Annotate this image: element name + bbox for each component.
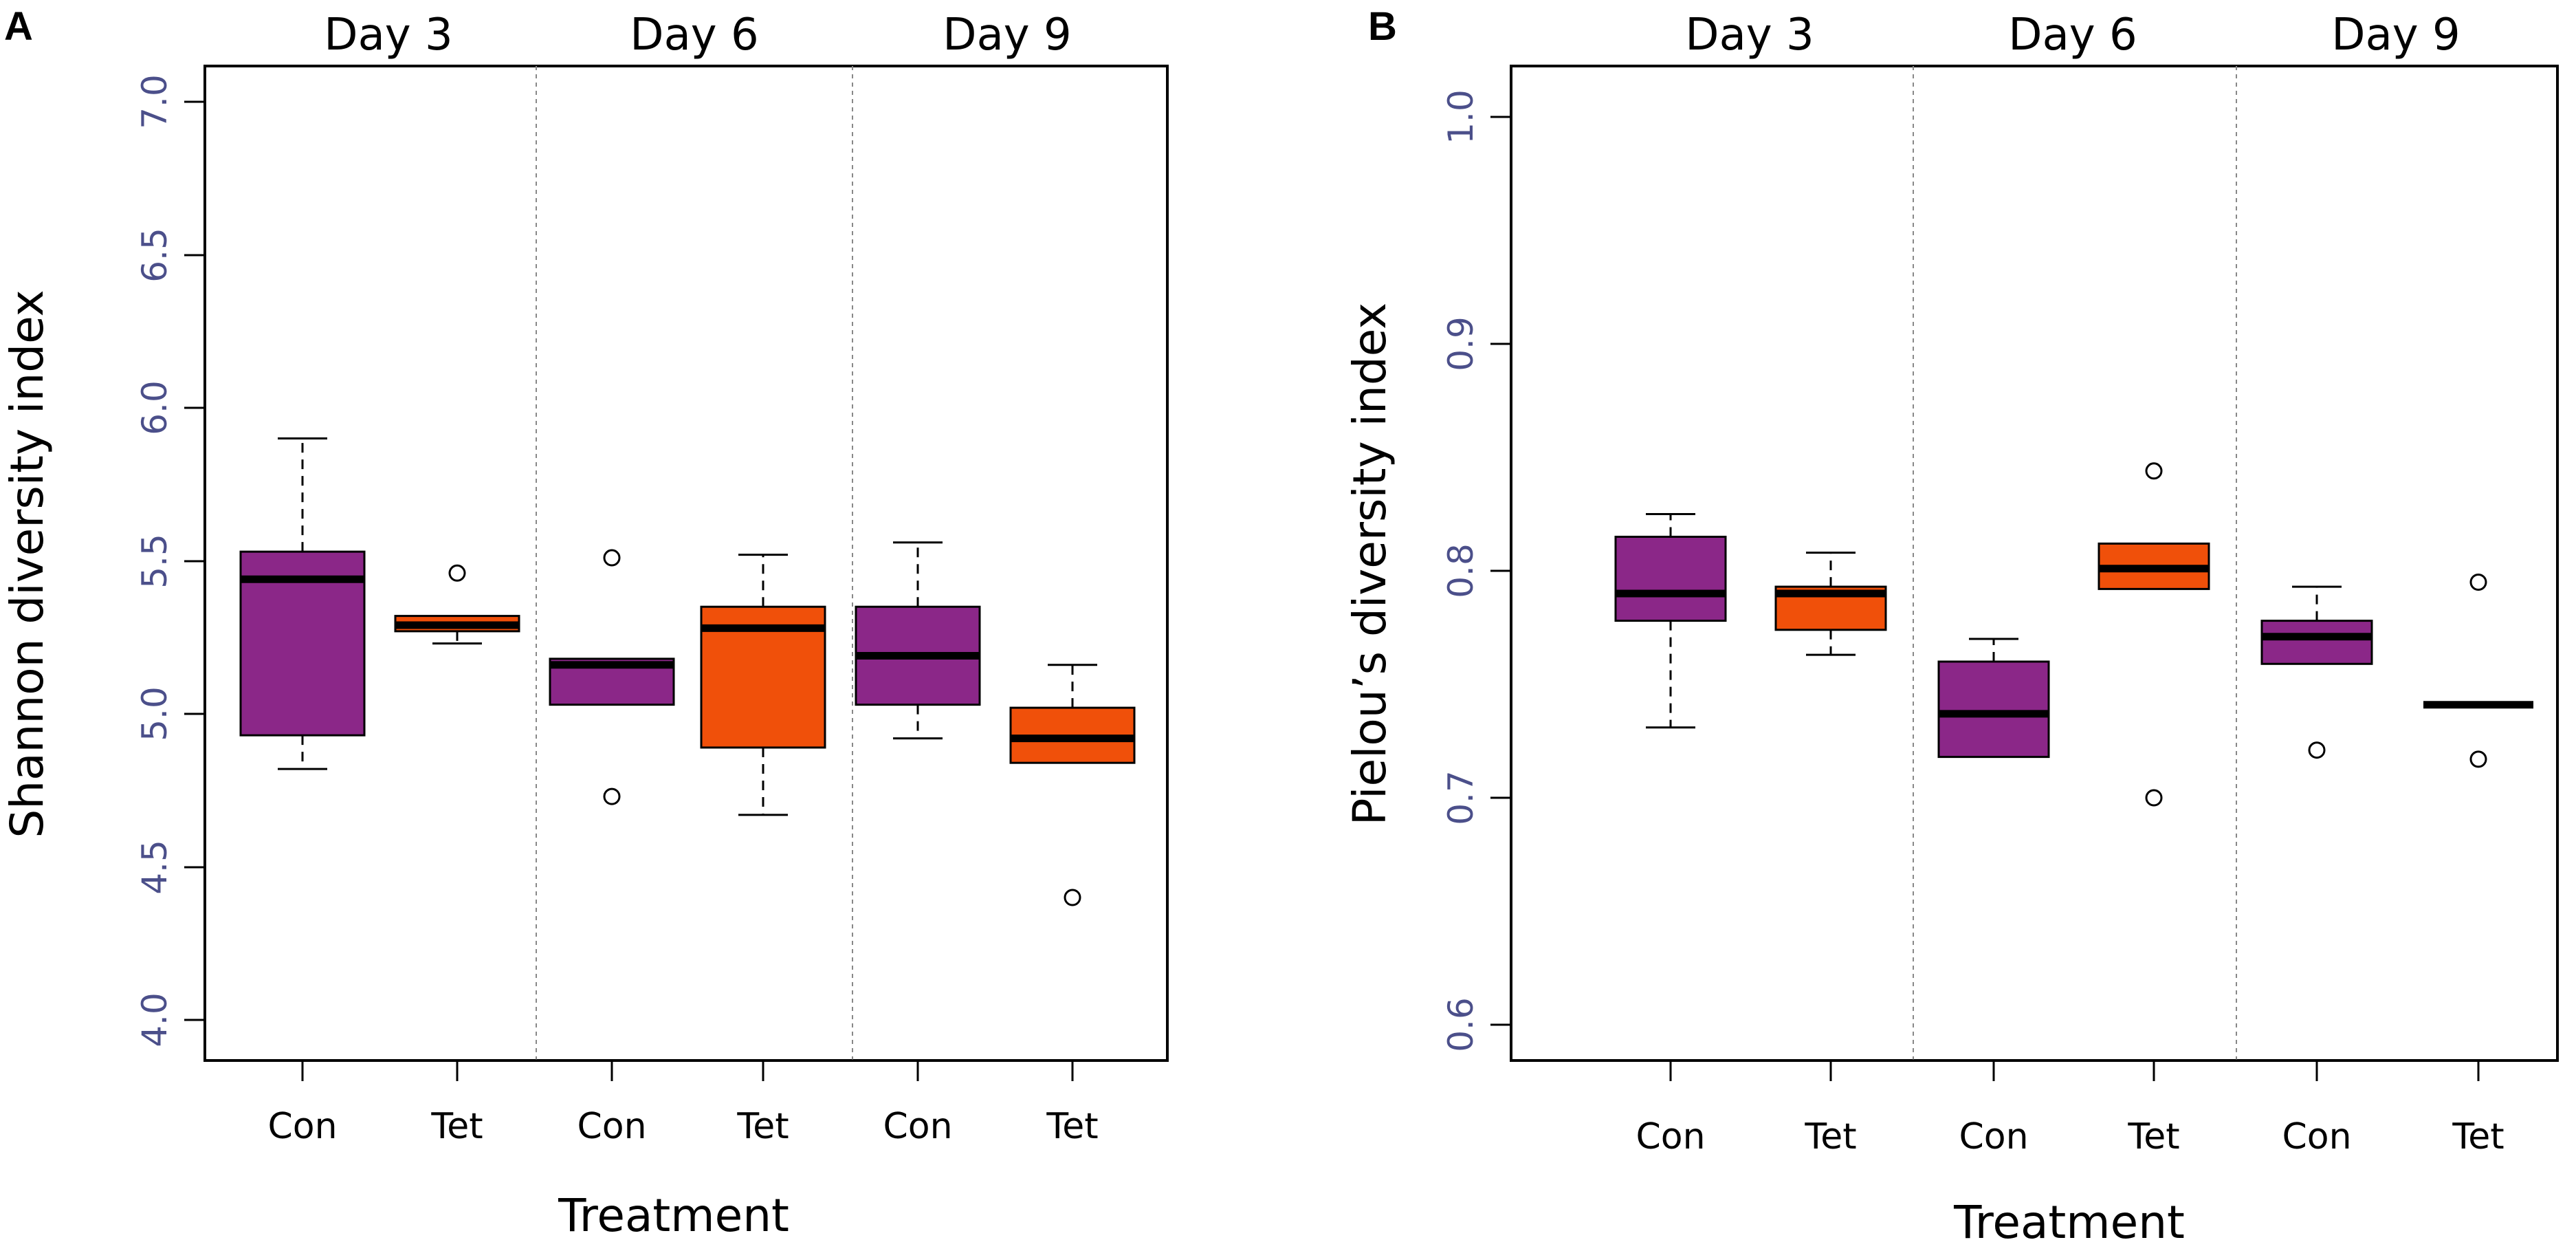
x-tick-label-tet: Tet (1804, 1116, 1856, 1157)
x-tick-label-tet: Tet (430, 1106, 483, 1147)
box-series (1614, 462, 2533, 807)
day-label-day9: Day 9 (943, 10, 1071, 61)
panel-b-pielou: B Day 3 Day 6 Day 9 0.6 0.7 0.8 0.9 1.0 … (1343, 4, 2559, 1249)
y-tick-label: 1.0 (1441, 89, 1481, 144)
day-label-day3: Day 3 (324, 10, 452, 61)
outlier-point (603, 787, 621, 805)
day-label-day6: Day 6 (2008, 10, 2137, 61)
panel-a-shannon: A Day 3 Day 6 Day 9 4.0 4.5 5.0 5.5 6.0 … (1, 4, 1169, 1242)
y-tick-label: 0.8 (1441, 543, 1481, 598)
x-tick-label-con: Con (2282, 1116, 2351, 1157)
day-label-day9: Day 9 (2331, 10, 2460, 61)
box-con (1614, 536, 1727, 622)
box-con (2260, 620, 2373, 665)
y-tick-label: 7.0 (135, 74, 175, 129)
y-tick-label: 0.6 (1441, 997, 1481, 1052)
y-tick-label: 5.5 (135, 534, 175, 589)
x-tick-label-con: Con (1959, 1116, 2028, 1157)
y-axis-title: Pielou’s diversity index (1343, 303, 1396, 825)
y-tick-label: 6.0 (135, 380, 175, 435)
y-tick-label: 4.0 (135, 992, 175, 1047)
panel-label-a: A (4, 4, 33, 49)
outlier-point (448, 564, 466, 582)
x-axis-title: Treatment (1953, 1196, 2185, 1249)
box-series (239, 437, 1136, 906)
x-tick-label-tet: Tet (736, 1106, 789, 1147)
y-tick-label: 0.9 (1441, 316, 1481, 371)
day-label-day6: Day 6 (630, 10, 758, 61)
outlier-point (603, 549, 621, 567)
day-label-day3: Day 3 (1685, 10, 1814, 61)
outlier-point (2145, 789, 2163, 807)
x-tick-label-con: Con (1636, 1116, 1705, 1157)
x-tick-label-con: Con (883, 1106, 952, 1147)
y-tick-label: 4.5 (135, 840, 175, 895)
outlier-point (2308, 741, 2326, 759)
x-tick-label-tet: Tet (2127, 1116, 2179, 1157)
x-tick-label-con: Con (267, 1106, 337, 1147)
box-con (1937, 660, 2050, 759)
outlier-point (1064, 889, 1081, 906)
x-tick-label-tet: Tet (1046, 1106, 1098, 1147)
outlier-point (2145, 462, 2163, 480)
outlier-point (2469, 750, 2487, 768)
panel-label-b: B (1368, 4, 1397, 49)
y-tick-label: 0.7 (1441, 770, 1481, 825)
x-axis-title: Treatment (558, 1189, 789, 1242)
y-axis-title: Shannon diversity index (1, 290, 54, 838)
x-tick-label-tet: Tet (2452, 1116, 2504, 1157)
x-tick-label-con: Con (577, 1106, 646, 1147)
y-tick-label: 5.0 (135, 686, 175, 741)
y-tick-label: 6.5 (135, 228, 175, 283)
outlier-point (2469, 574, 2487, 591)
